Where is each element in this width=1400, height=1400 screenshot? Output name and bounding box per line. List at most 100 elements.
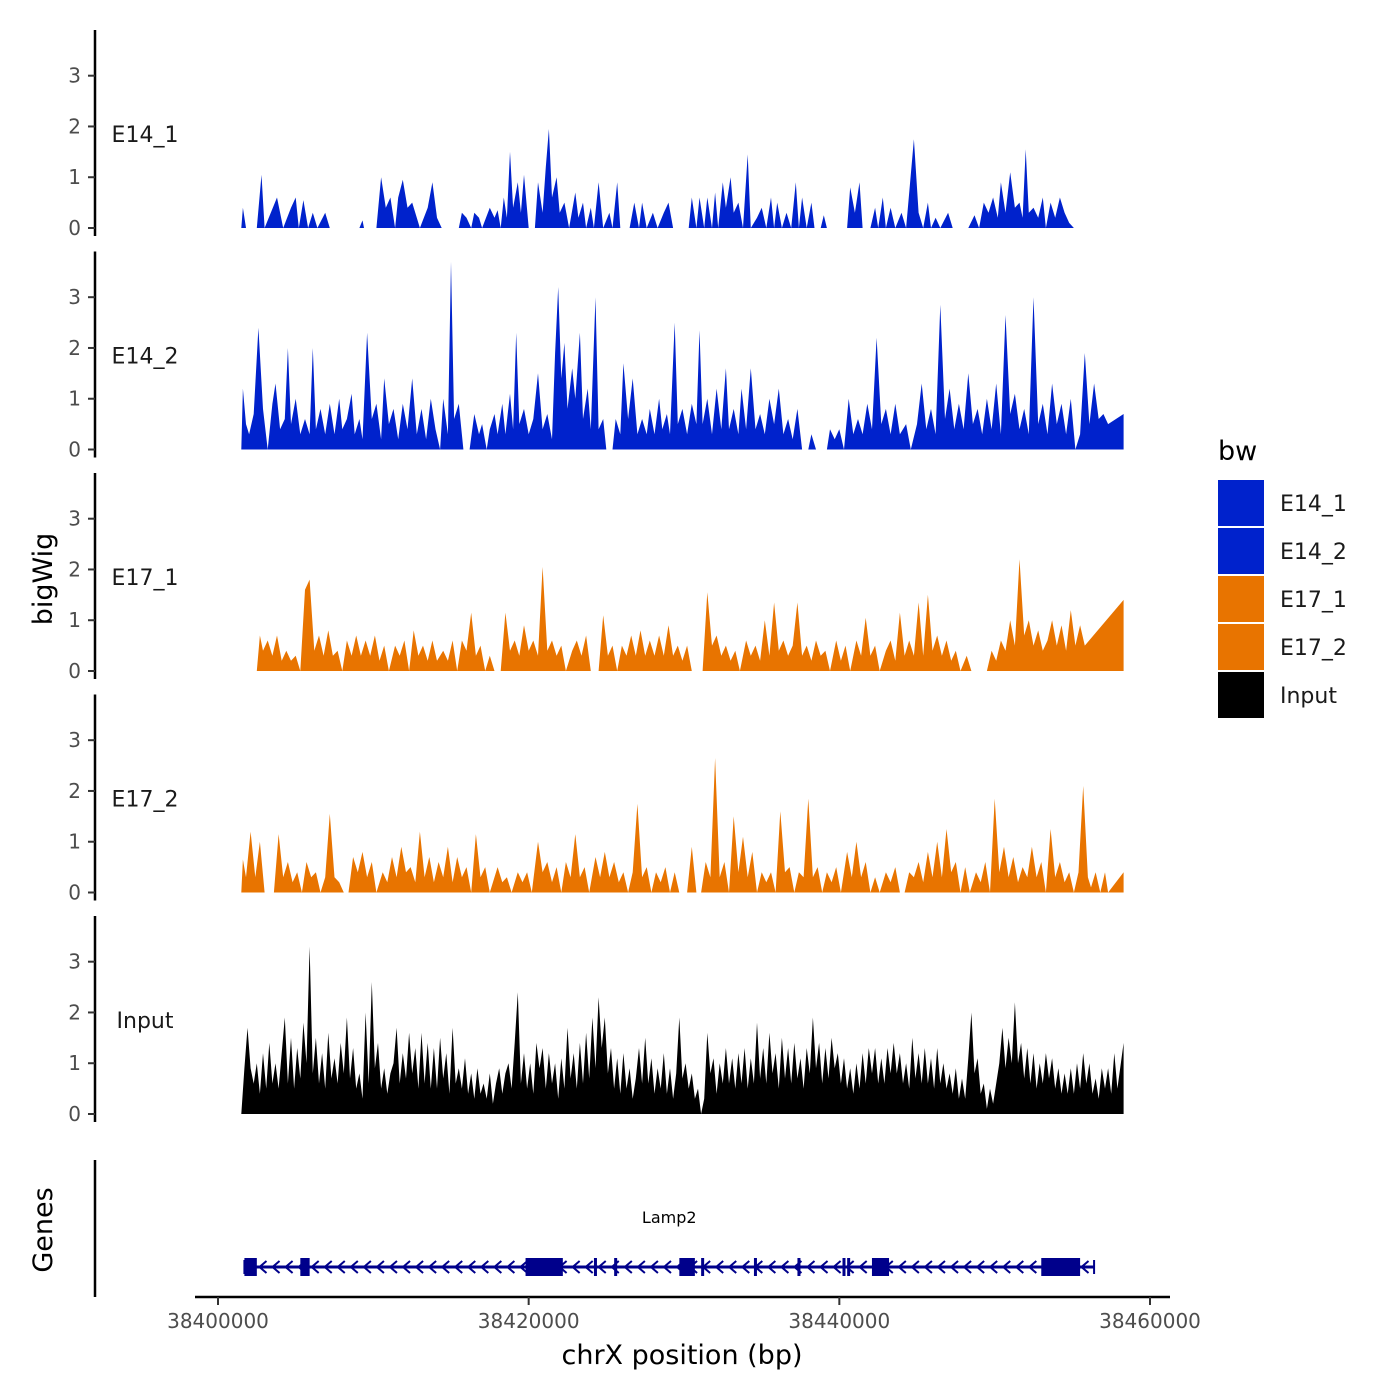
signal-tracks: 0 1 2 3 E14_1 0 1 2 3 E14_2 0 1 2 3 E17_1 0 1 2 3 E17_2 0 1 2 3… [68,30,1124,1126]
gene-track-title: Genes [28,1187,59,1272]
strand-arrow [740,1260,750,1274]
legend-swatch-e17_2 [1218,624,1264,670]
y-axis-title: bigWig [28,533,59,626]
strand-arrow [597,1260,607,1274]
gene-track: Lamp2 [93,1160,1096,1297]
x-axis-title: chrX position (bp) [561,1340,802,1371]
strand-arrow [1079,1260,1090,1274]
strand-arrow [362,1260,372,1274]
strand-arrow [257,1260,268,1274]
gene-exon-mark [842,1258,846,1276]
y-tick-label: 0 [68,438,81,462]
strand-arrow [440,1260,450,1274]
legend-label-e14_2: E14_2 [1280,540,1347,565]
gene-exon-mark [614,1258,618,1276]
gene-exon-mark [701,1258,705,1276]
legend-title: bw [1218,436,1257,467]
signal-area-e14_2 [241,261,1124,450]
strand-arrow [375,1260,385,1274]
gene-exon-mark [847,1258,851,1276]
strand-arrow [962,1260,972,1274]
strand-arrow [988,1260,998,1274]
y-tick-label: 2 [68,557,81,581]
strand-arrow [714,1260,724,1274]
legend-label-e17_1: E17_1 [1280,588,1347,613]
strand-arrow [636,1260,646,1274]
y-tick-label: 2 [68,336,81,360]
legend: bw E14_1 E14_2 E17_1 E17_2 Input [1218,436,1347,718]
legend-swatch-e14_1 [1218,480,1264,526]
legend-label-e14_1: E14_1 [1280,492,1347,517]
strand-arrow [466,1260,476,1274]
strand-arrow [427,1260,437,1274]
strand-arrow [492,1260,503,1274]
y-tick-label: 0 [68,881,81,905]
strand-arrow [518,1260,529,1274]
strand-arrow [336,1260,346,1274]
strand-arrow [910,1260,920,1274]
strand-arrow [1014,1260,1024,1274]
y-tick-label: 3 [68,728,81,752]
y-tick-label: 0 [68,1102,81,1126]
y-tick-label: 1 [68,165,81,189]
legend-swatch-input [1218,672,1264,718]
gene-exon [300,1258,310,1276]
strand-arrow [284,1260,294,1274]
y-tick-label: 1 [68,608,81,632]
y-tick-label: 2 [68,779,81,803]
strand-arrow [453,1260,463,1274]
strand-arrow [271,1260,281,1274]
strand-arrow [479,1260,489,1274]
x-tick-label: 38400000 [167,1309,269,1333]
strand-arrow [766,1260,777,1274]
signal-area-e17_1 [256,559,1124,671]
legend-label-input: Input [1280,684,1337,709]
track-panel-e14_1: 0 1 2 3 E14_1 [68,30,1074,240]
gene-exon [244,1258,257,1276]
track-label: Input [117,1009,174,1034]
x-axis: 38400000 38420000 38440000 38460000 [167,1295,1201,1333]
strand-arrow [414,1260,424,1274]
strand-arrow [805,1260,816,1274]
gene-exon [1041,1258,1081,1276]
legend-swatch-e14_2 [1218,528,1264,574]
gene-exon-mark [593,1258,597,1276]
strand-arrow [401,1260,411,1274]
x-tick-label: 38460000 [1099,1309,1201,1333]
track-label: E17_2 [112,788,179,813]
strand-arrow [832,1260,842,1274]
gene-exon [871,1258,890,1276]
strand-arrow [949,1260,959,1274]
y-tick-label: 1 [68,1051,81,1075]
strand-arrow [923,1260,933,1274]
strand-arrow [571,1260,581,1274]
y-tick-label: 2 [68,1000,81,1024]
strand-arrow [349,1260,359,1274]
strand-arrow [584,1260,594,1274]
x-tick-label: 38440000 [788,1309,890,1333]
strand-arrow [1001,1260,1011,1274]
track-label: E17_1 [112,566,179,591]
track-panel-input: 0 1 2 3 Input [68,916,1124,1126]
strand-arrow [779,1260,790,1274]
strand-arrow [323,1260,333,1274]
y-tick-label: 3 [68,507,81,531]
track-label: E14_1 [112,123,179,148]
strand-arrow [623,1260,633,1274]
strand-arrow [310,1260,320,1274]
strand-arrow [662,1260,672,1274]
y-tick-label: 0 [68,659,81,683]
gene-exon [525,1258,563,1276]
legend-label-e17_2: E17_2 [1280,636,1347,661]
strand-arrow [858,1260,868,1274]
strand-arrow [845,1260,855,1274]
strand-arrow [1027,1260,1037,1274]
gene-name-label: Lamp2 [642,1208,697,1227]
strand-arrow [388,1260,398,1274]
signal-area-e17_2 [241,758,1124,893]
y-tick-label: 0 [68,216,81,240]
strand-arrow [727,1260,737,1274]
y-tick-label: 3 [68,950,81,974]
gene-exon [679,1258,695,1276]
